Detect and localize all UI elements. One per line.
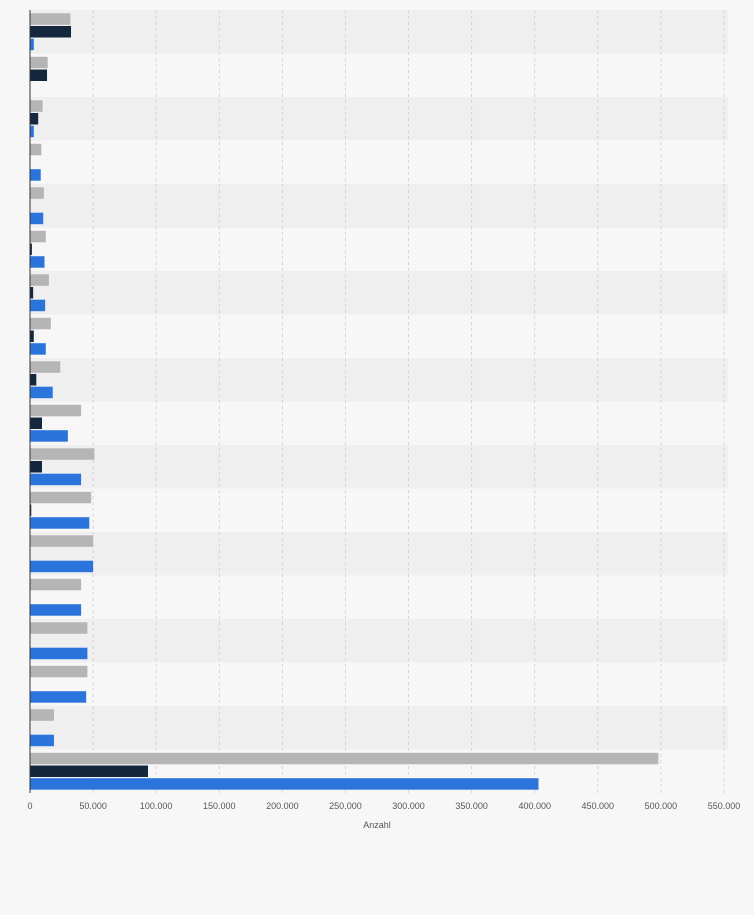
row-band [30,10,728,54]
x-tick-label: 300.000 [392,801,425,811]
x-tick-label: 50.000 [79,801,107,811]
bar [30,517,90,529]
bar [30,461,42,473]
bar [30,491,92,504]
bar [30,212,44,225]
bar [30,404,82,417]
bar [30,535,94,547]
x-axis-label: Anzahl [363,820,391,830]
bar [30,143,42,156]
bar [30,113,39,125]
row-bands [30,10,728,793]
row-band [30,140,728,184]
row-band [30,401,728,445]
x-tick-label: 550.000 [708,801,741,811]
row-band [30,314,728,358]
bar [30,256,45,268]
row-band [30,184,728,228]
bar [30,56,48,69]
x-tick-label: 200.000 [266,801,299,811]
row-band [30,358,728,402]
x-tick-label: 500.000 [645,801,678,811]
bar [30,386,53,399]
bar [30,230,46,243]
bar [30,578,82,591]
bar [30,765,148,777]
row-band [30,488,728,532]
bar [30,622,88,634]
x-tick-label: 400.000 [518,801,551,811]
bar [30,317,51,330]
row-band [30,532,728,576]
bars [30,13,659,790]
bar [30,287,34,299]
bar [30,69,48,81]
bar [30,504,32,516]
bar [30,187,44,199]
bar [30,417,42,429]
bar [30,734,54,747]
row-band [30,271,728,315]
bar [30,274,49,286]
x-tick-label: 0 [27,801,32,811]
row-band [30,619,728,663]
bar [30,374,37,386]
x-tick-label: 350.000 [455,801,488,811]
bar [30,430,68,442]
bar [30,473,82,486]
bar [30,125,34,138]
row-band [30,97,728,141]
x-tick-label: 450.000 [582,801,615,811]
bar [30,243,32,255]
bar [30,38,34,51]
bar [30,343,46,355]
row-band [30,575,728,619]
row-band [30,227,728,271]
x-tick-label: 150.000 [203,801,236,811]
bar [30,604,82,616]
bar [30,665,88,678]
row-band [30,662,728,706]
x-tick-labels: 0 50.000 100.000 150.000 200.000 250.000 300.0… [27,801,740,811]
bar [30,709,54,721]
bar [30,299,46,312]
bar [30,778,539,790]
bar [30,448,95,460]
x-tick-label: 250.000 [329,801,362,811]
x-tick-label: 100.000 [140,801,173,811]
bar [30,691,87,703]
bar [30,26,72,38]
bar [30,13,71,25]
bar [30,100,43,112]
row-band [30,706,728,750]
row-band [30,445,728,489]
bar [30,647,88,660]
bar [30,330,34,342]
bar [30,560,94,573]
bar [30,752,659,765]
gridlines [92,10,725,793]
bar [30,361,61,373]
row-band [30,53,728,97]
bar [30,169,41,181]
